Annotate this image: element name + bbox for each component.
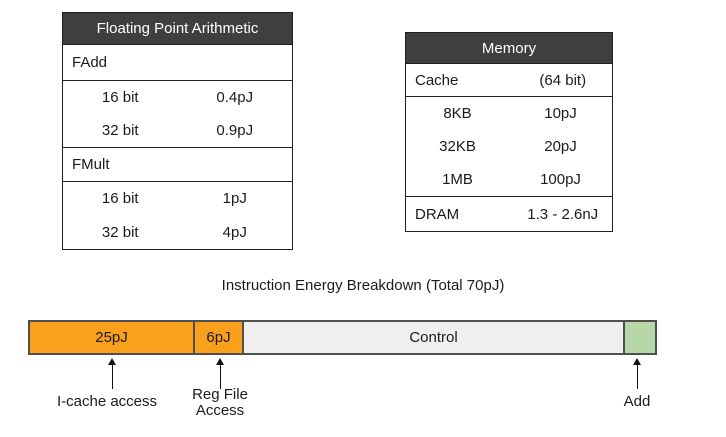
table-row-fmult: FMult	[63, 148, 292, 182]
energy-value: 1.3 - 2.6nJ	[527, 205, 599, 223]
energy-value: 10pJ	[544, 105, 577, 122]
up-arrow-icon	[216, 358, 225, 390]
annotation-icache-access: I-cache access	[56, 393, 158, 410]
arrow-shaft	[637, 364, 638, 389]
bar-segment-regfile: 6pJ	[193, 322, 242, 353]
energy-value: 20pJ	[544, 138, 577, 155]
table-row-cache: Cache (64 bit)	[406, 64, 612, 97]
energy-breakdown-bar: 25pJ 6pJ Control	[28, 320, 657, 355]
bitwidth-label: 16 bit	[101, 190, 139, 208]
memory-table-header: Memory	[406, 33, 612, 64]
bitwidth-label: 16 bit	[101, 89, 139, 106]
bar-segment-control: Control	[242, 322, 623, 353]
arrow-head	[108, 358, 116, 365]
table-row: 1MB 100pJ	[406, 171, 612, 188]
energy-value: 4pJ	[222, 223, 247, 241]
annotation-line2: Access	[195, 402, 245, 419]
table-row: 32KB 20pJ	[406, 138, 612, 155]
cache-note: (64 bit)	[539, 71, 587, 89]
table-row-fadd: FAdd	[63, 45, 292, 81]
table-row: 16 bit 0.4pJ	[63, 89, 292, 106]
breakdown-title: Instruction Energy Breakdown (Total 70pJ…	[221, 277, 505, 294]
fmult-values-block: 16 bit 1pJ 32 bit 4pJ	[63, 182, 292, 249]
bitwidth-label: 32 bit	[101, 122, 139, 139]
fadd-label: FAdd	[72, 54, 108, 71]
energy-value: 1pJ	[222, 190, 247, 208]
table-row: 8KB 10pJ	[406, 105, 612, 122]
bar-segment-add	[623, 322, 655, 353]
up-arrow-icon	[108, 358, 117, 390]
table-row: 32 bit 4pJ	[63, 224, 292, 241]
cache-label: Cache	[415, 71, 459, 89]
arrow-head	[633, 358, 641, 365]
arrow-shaft	[112, 364, 113, 389]
floating-point-table-header: Floating Point Arithmetic	[63, 13, 292, 45]
annotation-line1: Reg File	[192, 386, 248, 403]
annotation-reg-file-access: Reg File Access	[170, 387, 270, 419]
bar-segment-icache: 25pJ	[30, 322, 193, 353]
cache-size-label: 1MB	[442, 171, 473, 188]
up-arrow-icon	[633, 358, 642, 390]
bitwidth-label: 32 bit	[101, 223, 139, 241]
table-row: 16 bit 1pJ	[63, 190, 292, 207]
memory-table: Memory Cache (64 bit) 8KB 10pJ 32KB 20pJ…	[405, 32, 613, 232]
fadd-values-block: 16 bit 0.4pJ 32 bit 0.9pJ	[63, 81, 292, 148]
floating-point-table: Floating Point Arithmetic FAdd 16 bit 0.…	[62, 12, 293, 250]
cache-size-label: 32KB	[439, 138, 476, 155]
energy-value: 0.9pJ	[216, 122, 254, 139]
energy-value: 0.4pJ	[216, 89, 254, 106]
table-row-dram: DRAM 1.3 - 2.6nJ	[406, 197, 612, 231]
cache-values-block: 8KB 10pJ 32KB 20pJ 1MB 100pJ	[406, 97, 612, 197]
fmult-label: FMult	[72, 156, 110, 173]
table-row: 32 bit 0.9pJ	[63, 122, 292, 139]
cache-size-label: 8KB	[443, 105, 472, 122]
energy-value: 100pJ	[540, 171, 581, 188]
dram-label: DRAM	[415, 205, 460, 223]
arrow-shaft	[220, 364, 221, 389]
annotation-add: Add	[623, 393, 651, 410]
arrow-head	[216, 358, 224, 365]
